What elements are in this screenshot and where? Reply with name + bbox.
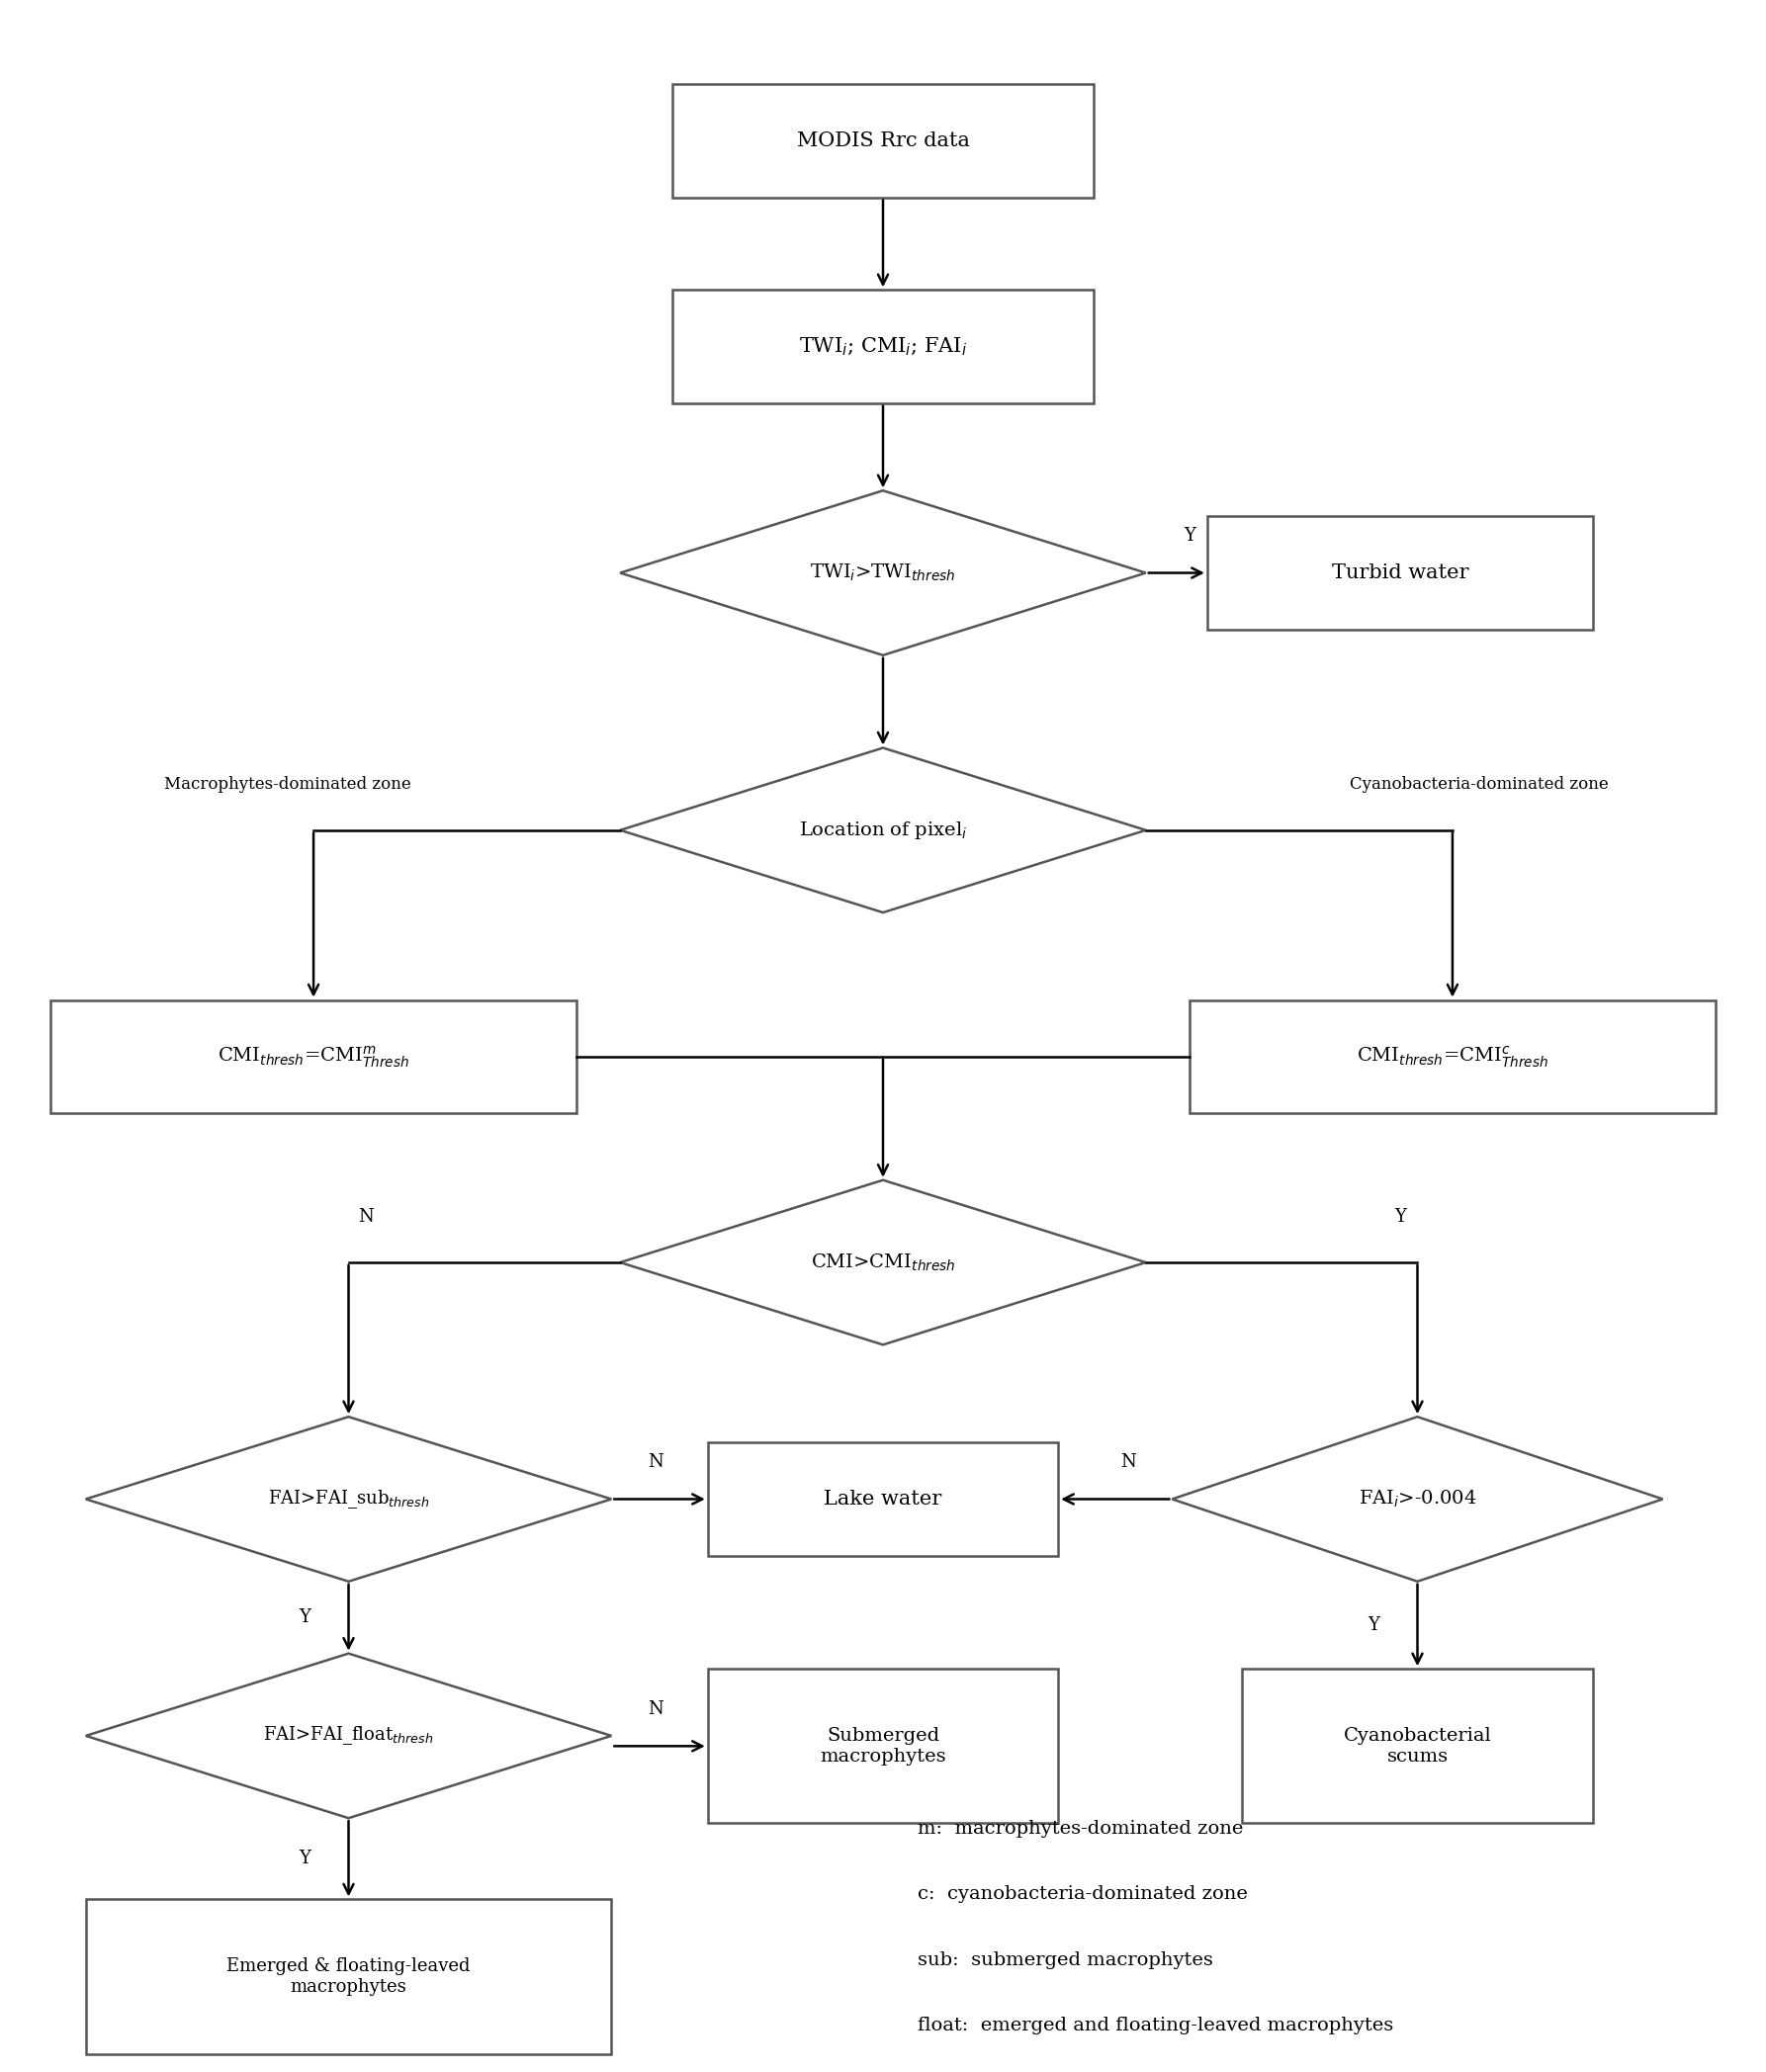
FancyBboxPatch shape xyxy=(1208,516,1593,630)
Text: N: N xyxy=(648,1701,662,1718)
Text: N: N xyxy=(1121,1452,1136,1471)
Text: Submerged
macrophytes: Submerged macrophytes xyxy=(819,1726,947,1765)
FancyBboxPatch shape xyxy=(673,290,1093,404)
Text: Y: Y xyxy=(1367,1616,1379,1635)
FancyBboxPatch shape xyxy=(51,1001,576,1113)
Polygon shape xyxy=(620,748,1146,912)
Text: FAI$_i$>-0.004: FAI$_i$>-0.004 xyxy=(1358,1488,1476,1510)
Text: MODIS Rrc data: MODIS Rrc data xyxy=(796,131,970,149)
Text: Y: Y xyxy=(298,1850,311,1867)
FancyBboxPatch shape xyxy=(1241,1668,1593,1823)
Text: Y: Y xyxy=(1393,1208,1406,1227)
Polygon shape xyxy=(87,1417,611,1581)
Text: m:  macrophytes-dominated zone: m: macrophytes-dominated zone xyxy=(918,1819,1243,1838)
Text: N: N xyxy=(358,1208,374,1227)
Text: c:  cyanobacteria-dominated zone: c: cyanobacteria-dominated zone xyxy=(918,1886,1249,1904)
Text: Y: Y xyxy=(1183,526,1196,545)
Polygon shape xyxy=(87,1653,611,1817)
Text: CMI>CMI$_{thresh}$: CMI>CMI$_{thresh}$ xyxy=(811,1251,955,1272)
Polygon shape xyxy=(620,1181,1146,1345)
FancyBboxPatch shape xyxy=(1190,1001,1715,1113)
Text: CMI$_{thresh}$=CMI$^c_{Thresh}$: CMI$_{thresh}$=CMI$^c_{Thresh}$ xyxy=(1356,1044,1549,1069)
Polygon shape xyxy=(620,491,1146,655)
FancyBboxPatch shape xyxy=(87,1900,611,2053)
FancyBboxPatch shape xyxy=(673,85,1093,197)
Text: N: N xyxy=(648,1452,662,1471)
Text: Emerged & floating-leaved
macrophytes: Emerged & floating-leaved macrophytes xyxy=(226,1958,470,1995)
Text: FAI>FAI_float$_{thresh}$: FAI>FAI_float$_{thresh}$ xyxy=(263,1724,434,1747)
FancyBboxPatch shape xyxy=(708,1668,1058,1823)
Text: Macrophytes-dominated zone: Macrophytes-dominated zone xyxy=(164,777,411,794)
Text: Cyanobacteria-dominated zone: Cyanobacteria-dominated zone xyxy=(1349,777,1609,794)
Text: sub:  submerged macrophytes: sub: submerged macrophytes xyxy=(918,1952,1213,1968)
Text: TWI$_i$; CMI$_i$; FAI$_i$: TWI$_i$; CMI$_i$; FAI$_i$ xyxy=(798,336,968,358)
Text: Turbid water: Turbid water xyxy=(1332,564,1468,582)
Text: Cyanobacterial
scums: Cyanobacterial scums xyxy=(1344,1726,1492,1765)
Text: Y: Y xyxy=(298,1608,311,1627)
Text: CMI$_{thresh}$=CMI$^m_{Thresh}$: CMI$_{thresh}$=CMI$^m_{Thresh}$ xyxy=(217,1044,410,1069)
Text: float:  emerged and floating-leaved macrophytes: float: emerged and floating-leaved macro… xyxy=(918,2018,1393,2035)
Text: FAI>FAI_sub$_{thresh}$: FAI>FAI_sub$_{thresh}$ xyxy=(268,1488,429,1510)
FancyBboxPatch shape xyxy=(708,1442,1058,1556)
Text: Location of pixel$_i$: Location of pixel$_i$ xyxy=(798,818,968,841)
Polygon shape xyxy=(1173,1417,1664,1581)
Text: Lake water: Lake water xyxy=(825,1490,941,1508)
Text: TWI$_i$>TWI$_{thresh}$: TWI$_i$>TWI$_{thresh}$ xyxy=(811,562,955,584)
